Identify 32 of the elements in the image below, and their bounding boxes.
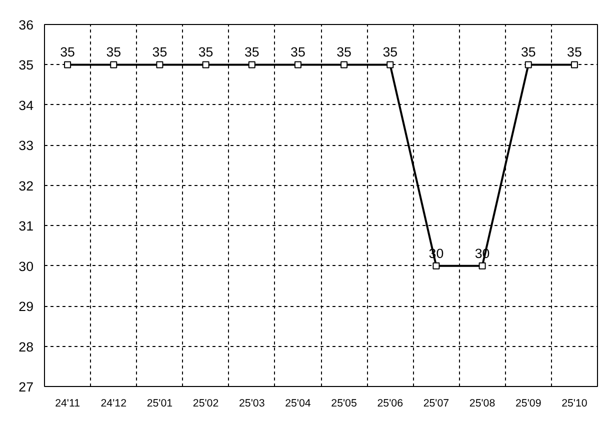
data-label: 35 (198, 44, 214, 60)
x-tick-label: 25'06 (377, 398, 404, 410)
y-tick-label: 30 (18, 258, 34, 274)
y-tick-label: 27 (18, 380, 34, 394)
y-tick-label: 31 (18, 218, 34, 234)
data-label: 35 (382, 44, 398, 60)
x-tick-label: 25'07 (423, 398, 450, 410)
y-tick-label: 35 (18, 58, 34, 73)
data-label: 35 (290, 44, 306, 60)
x-tick-label: 25'10 (562, 398, 588, 410)
x-tick-label: 25'03 (239, 398, 265, 410)
y-tick-label: 34 (18, 98, 34, 113)
x-tick-label: 25'08 (469, 398, 496, 410)
x-tick-label: 25'02 (192, 398, 219, 410)
data-label: 35 (336, 44, 352, 60)
data-label: 35 (520, 44, 536, 60)
x-tick-label: 25'05 (331, 398, 357, 410)
data-label: 35 (60, 44, 75, 60)
data-label: 35 (567, 44, 582, 60)
y-tick-label: 33 (18, 138, 34, 154)
y-tick-label: 36 (18, 18, 34, 32)
data-label: 35 (244, 44, 260, 60)
x-tick-label: 24'12 (100, 398, 127, 410)
y-tick-label: 28 (18, 339, 34, 354)
x-tick-label: 25'04 (285, 398, 311, 410)
y-tick-label: 32 (18, 178, 34, 194)
data-label: 35 (152, 44, 168, 60)
x-tick-label: 25'01 (146, 398, 173, 410)
data-label: 35 (106, 44, 122, 60)
y-tick-label: 29 (18, 299, 34, 314)
x-tick-label: 24'11 (55, 398, 80, 410)
x-tick-label: 25'09 (516, 398, 542, 410)
